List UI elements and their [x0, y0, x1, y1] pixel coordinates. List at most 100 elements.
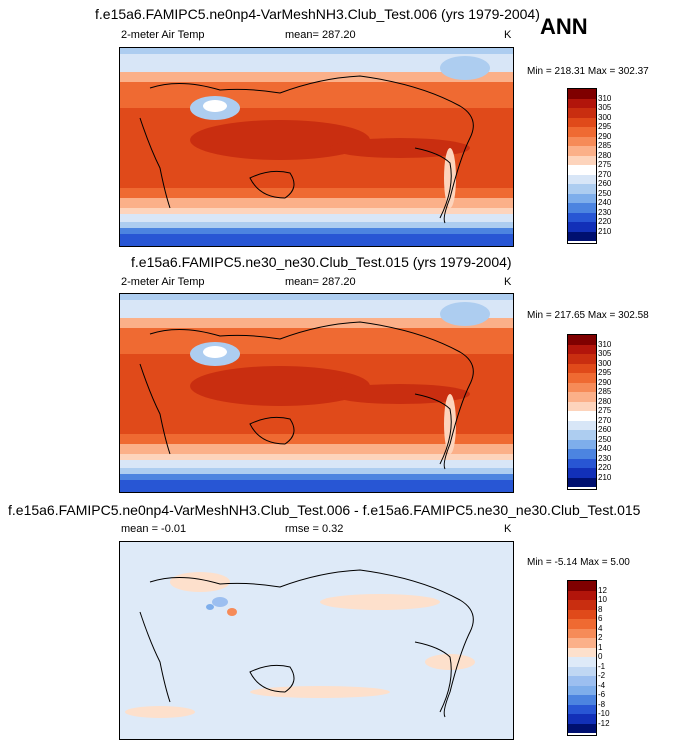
panel-1-colorbar-segment: [568, 203, 596, 213]
panel-2-colorbar-label: 210: [598, 473, 612, 482]
panel-1-variable-label: 2-meter Air Temp: [121, 29, 205, 41]
panel-2-colorbar-label: 240: [598, 444, 612, 453]
panel-1-colorbar-label: 285: [598, 141, 612, 150]
panel-1-colorbar: [567, 88, 597, 244]
panel-3-colorbar-segment: [568, 638, 596, 648]
panel-3-mean-label: mean = -0.01: [121, 523, 187, 535]
panel-3-colorbar-label: -4: [598, 681, 606, 690]
panel-1-colorbar-segment: [568, 99, 596, 108]
panel-3-colorbar-segment: [568, 724, 596, 733]
panel-2-colorbar-segment: [568, 364, 596, 373]
panel-2-variable-label: 2-meter Air Temp: [121, 276, 205, 288]
panel-3-colorbar-segment: [568, 676, 596, 686]
panel-1-minmax-label: Min = 218.31 Max = 302.37: [527, 66, 649, 77]
panel-2-minmax-label: Min = 217.65 Max = 302.58: [527, 310, 649, 321]
panel-1-colorbar-label: 310: [598, 94, 612, 103]
panel-1-colorbar-label: 260: [598, 179, 612, 188]
panel-3-colorbar-segment: [568, 695, 596, 705]
panel-1-colorbar-segment: [568, 213, 596, 222]
panel-1-colorbar-label: 290: [598, 132, 612, 141]
panel-1-colorbar-segment: [568, 146, 596, 156]
panel-1-colorbar-label: 305: [598, 103, 612, 112]
panel-1-colorbar-label: 210: [598, 227, 612, 236]
panel-1-colorbar-label: 270: [598, 170, 612, 179]
panel-2-colorbar-segment: [568, 354, 596, 364]
panel-1-colorbar-label: 250: [598, 189, 612, 198]
panel-2-temperature-map: [119, 293, 514, 493]
panel-3-colorbar-segment: [568, 686, 596, 695]
panel-2-title: f.e15a6.FAMIPC5.ne30_ne30.Club_Test.015 …: [131, 254, 512, 270]
panel-2-colorbar-label: 250: [598, 435, 612, 444]
panel-2-colorbar-segment: [568, 373, 596, 383]
panel-2-colorbar-segment: [568, 383, 596, 392]
panel-1-colorbar-segment: [568, 108, 596, 118]
panel-2-colorbar-segment: [568, 430, 596, 440]
panel-2-colorbar-label: 280: [598, 397, 612, 406]
panel-3-colorbar-label: 0: [598, 652, 603, 661]
panel-2-colorbar-label: 305: [598, 349, 612, 358]
panel-1-colorbar-label: 230: [598, 208, 612, 217]
panel-1-colorbar-segment: [568, 222, 596, 232]
panel-3-colorbar-segment: [568, 714, 596, 724]
panel-2-colorbar-segment: [568, 468, 596, 478]
difference-field: [120, 542, 513, 739]
season-label: ANN: [540, 14, 588, 39]
panel-3-minmax-label: Min = -5.14 Max = 5.00: [527, 557, 630, 568]
panel-1-colorbar-segment: [568, 175, 596, 184]
panel-3-colorbar-segment: [568, 591, 596, 600]
panel-1-colorbar-segment: [568, 184, 596, 194]
panel-1-colorbar-segment: [568, 194, 596, 203]
panel-1-colorbar-label: 300: [598, 113, 612, 122]
panel-3-colorbar-label: -12: [598, 719, 610, 728]
panel-2-colorbar-label: 300: [598, 359, 612, 368]
panel-2-colorbar-label: 285: [598, 387, 612, 396]
panel-3-colorbar-label: -8: [598, 700, 606, 709]
panel-3-rmse-label: rmse = 0.32: [285, 523, 344, 535]
panel-2-colorbar-segment: [568, 478, 596, 487]
panel-3-colorbar-label: 12: [598, 586, 607, 595]
panel-3-colorbar-segment: [568, 619, 596, 629]
panel-2-colorbar-segment: [568, 421, 596, 430]
panel-2-colorbar-label: 230: [598, 454, 612, 463]
temperature-field-2: [120, 294, 513, 492]
panel-3-colorbar-segment: [568, 610, 596, 619]
panel-2-colorbar-segment: [568, 449, 596, 459]
panel-3-colorbar-label: 1: [598, 643, 603, 652]
panel-2-mean-label: mean= 287.20: [285, 276, 356, 288]
panel-1-colorbar-segment: [568, 156, 596, 165]
panel-2-colorbar-segment: [568, 402, 596, 411]
panel-2-colorbar-segment: [568, 392, 596, 402]
panel-3-colorbar-label: 10: [598, 595, 607, 604]
panel-3-difference-map: [119, 541, 514, 740]
panel-3-colorbar-segment: [568, 657, 596, 667]
panel-1-colorbar-segment: [568, 165, 596, 175]
panel-3-colorbar-label: 4: [598, 624, 603, 633]
panel-2-colorbar-segment: [568, 335, 596, 345]
panel-2-colorbar-segment: [568, 440, 596, 449]
panel-1-colorbar-label: 280: [598, 151, 612, 160]
panel-2-colorbar-segment: [568, 411, 596, 421]
panel-2-units-label: K: [504, 276, 512, 288]
panel-1-colorbar-label: 295: [598, 122, 612, 131]
panel-3-colorbar-segment: [568, 705, 596, 714]
panel-1-colorbar-segment: [568, 118, 596, 127]
panel-1-units-label: K: [504, 29, 512, 41]
panel-3-colorbar-label: 8: [598, 605, 603, 614]
panel-1-colorbar-label: 275: [598, 160, 612, 169]
panel-2-colorbar-label: 295: [598, 368, 612, 377]
panel-3-colorbar-segment: [568, 648, 596, 657]
panel-3-colorbar-segment: [568, 667, 596, 676]
panel-1-mean-label: mean= 287.20: [285, 29, 356, 41]
panel-1-colorbar-segment: [568, 137, 596, 146]
panel-1-colorbar-label: 240: [598, 198, 612, 207]
panel-3-colorbar: [567, 580, 597, 736]
panel-1-colorbar-label: 220: [598, 217, 612, 226]
panel-3-colorbar-label: 6: [598, 614, 603, 623]
panel-3-colorbar-label: -10: [598, 709, 610, 718]
panel-3-colorbar-segment: [568, 629, 596, 638]
panel-3-colorbar-segment: [568, 581, 596, 591]
panel-3-colorbar-label: -2: [598, 671, 606, 680]
panel-3-colorbar-label: 2: [598, 633, 603, 642]
panel-2-colorbar-label: 310: [598, 340, 612, 349]
panel-3-colorbar-segment: [568, 600, 596, 610]
